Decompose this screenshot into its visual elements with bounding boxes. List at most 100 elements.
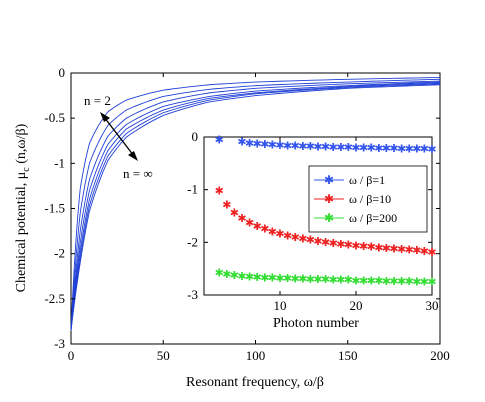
inset-marker-series-0: ✱	[283, 139, 292, 152]
inset-marker-series-0: ✱	[215, 134, 224, 147]
main-y-tick-label: -1.5	[44, 201, 65, 216]
inset-marker-series-1: ✱	[382, 242, 391, 255]
inset-marker-series-1: ✱	[336, 238, 345, 251]
inset-marker-series-0: ✱	[313, 140, 322, 153]
inset-tick-group: 10 20 30 0 -1 -2 -3	[187, 129, 438, 313]
inset-x-tick-label: 20	[350, 298, 363, 313]
main-y-tick-label: -2.5	[44, 291, 65, 306]
inset-x-tick-label: 10	[274, 298, 287, 313]
inset-marker-series-2: ✱	[268, 272, 277, 285]
inset-marker-series-1: ✱	[359, 240, 368, 253]
inset-marker-series-1: ✱	[245, 216, 254, 229]
main-x-axis-label: Resonant frequency, ω/β	[186, 375, 324, 390]
inset-marker-series-0: ✱	[237, 136, 246, 149]
inset-marker-series-2: ✱	[260, 272, 269, 285]
inset-marker-group: ✱ ✱✱✱✱✱✱✱✱✱✱✱✱✱✱✱✱✱✱✱✱✱✱✱✱✱✱✱✱✱✱✱✱✱✱✱✱✱✱✱…	[215, 134, 437, 289]
inset-marker-series-2: ✱	[420, 275, 429, 288]
inset-marker-series-2: ✱	[397, 275, 406, 288]
legend-label-omega-10: ω / β=10	[349, 192, 391, 206]
inset-marker-series-1: ✱	[427, 246, 436, 259]
inset-marker-series-1: ✱	[351, 239, 360, 252]
inset-marker-series-1: ✱	[306, 234, 315, 247]
inset-marker-series-2: ✱	[329, 274, 338, 287]
main-y-axis-label: Chemical potential, μc (n,ω/β)	[14, 123, 32, 292]
main-y-tick-label: 0	[59, 65, 66, 80]
inset-marker-series-0: ✱	[374, 142, 383, 155]
inset-marker-series-1: ✱	[412, 244, 421, 257]
main-curve-n-10	[70, 82, 441, 331]
inset-marker-series-0: ✱	[382, 142, 391, 155]
inset-marker-series-0: ✱	[412, 143, 421, 156]
inset-marker-series-0: ✱	[329, 141, 338, 154]
inset-marker-series-2: ✱	[336, 274, 345, 287]
inset-marker-series-1: ✱	[222, 198, 231, 211]
inset-marker-series-0: ✱	[427, 143, 436, 156]
inset-marker-series-2: ✱	[215, 266, 224, 279]
inset-marker-series-0: ✱	[298, 140, 307, 153]
main-x-tick-label: 200	[430, 348, 450, 363]
inset-marker-series-1: ✱	[298, 233, 307, 246]
main-x-tick-label: 100	[246, 348, 266, 363]
inset-x-tick-label: 30	[426, 298, 439, 313]
inset-marker-series-1: ✱	[329, 237, 338, 250]
inset-marker-series-1: ✱	[374, 242, 383, 255]
main-curve-n-4	[70, 78, 441, 331]
inset-marker-series-2: ✱	[306, 273, 315, 286]
inset-marker-series-1: ✱	[344, 238, 353, 251]
inset-marker-series-2: ✱	[321, 273, 330, 286]
inset-marker-series-1: ✱	[275, 227, 284, 240]
inset-marker-series-2: ✱	[237, 270, 246, 283]
inset-marker-series-1: ✱	[230, 206, 239, 219]
legend-marker-omega-200: ✱	[324, 211, 334, 225]
main-curve-group	[70, 77, 441, 331]
inset-marker-series-0: ✱	[351, 142, 360, 155]
inset-marker-series-2: ✱	[427, 275, 436, 288]
inset-marker-series-2: ✱	[313, 273, 322, 286]
main-y-axis-label-subscript: c	[21, 167, 32, 172]
direction-arrow-head-start	[100, 112, 110, 122]
inset-marker-series-0: ✱	[367, 142, 376, 155]
inset-marker-series-1: ✱	[420, 245, 429, 258]
inset-marker-series-0: ✱	[389, 142, 398, 155]
main-x-tick-label: 50	[157, 348, 170, 363]
main-curve-n-12	[70, 83, 441, 331]
inset-marker-series-2: ✱	[230, 269, 239, 282]
main-x-tick-label: 150	[338, 348, 358, 363]
direction-arrow-head-end	[128, 151, 138, 161]
inset-marker-series-1: ✱	[389, 243, 398, 256]
inset-marker-series-2: ✱	[298, 273, 307, 286]
inset-marker-series-0: ✱	[253, 137, 262, 150]
inset-y-tick-label: -3	[187, 287, 198, 302]
direction-arrow-shaft	[103, 116, 135, 157]
main-x-tick-label: 0	[68, 348, 75, 363]
legend-label-omega-200: ω / β=200	[349, 211, 397, 225]
legend-marker-omega-1: ✱	[324, 173, 334, 187]
main-y-tick-label: -2	[54, 246, 65, 261]
inset-marker-series-2: ✱	[291, 273, 300, 286]
inset-marker-series-0: ✱	[260, 138, 269, 151]
inset-marker-series-1: ✱	[237, 212, 246, 225]
inset-marker-series-2: ✱	[283, 272, 292, 285]
main-y-axis-label-main: Chemical potential, μ	[14, 172, 29, 293]
inset-marker-series-1: ✱	[283, 229, 292, 242]
inset-marker-series-2: ✱	[412, 275, 421, 288]
inset-marker-series-2: ✱	[405, 275, 414, 288]
inset-marker-series-0: ✱	[344, 141, 353, 154]
legend-entry-omega-1: ✱ ω / β=1	[314, 173, 385, 187]
inset-marker-series-0: ✱	[268, 138, 277, 151]
main-curve-n-2	[70, 77, 441, 331]
inset-legend: ✱ ω / β=1 ✱ ω / β=10 ✱ ω / β=200	[308, 165, 428, 233]
main-curve-n-8	[70, 81, 441, 331]
main-y-tick-label: -0.5	[44, 110, 65, 125]
inset-marker-series-1: ✱	[405, 244, 414, 257]
inset-marker-series-1: ✱	[397, 243, 406, 256]
inset-marker-series-2: ✱	[359, 274, 368, 287]
inset-marker-series-1: ✱	[313, 235, 322, 248]
legend-entry-omega-10: ✱ ω / β=10	[314, 192, 391, 206]
main-curve-n-14	[70, 84, 441, 331]
legend-marker-omega-10: ✱	[324, 192, 334, 206]
inset-x-axis-label: Photon number	[273, 316, 359, 331]
inset-marker-series-1: ✱	[253, 220, 262, 233]
